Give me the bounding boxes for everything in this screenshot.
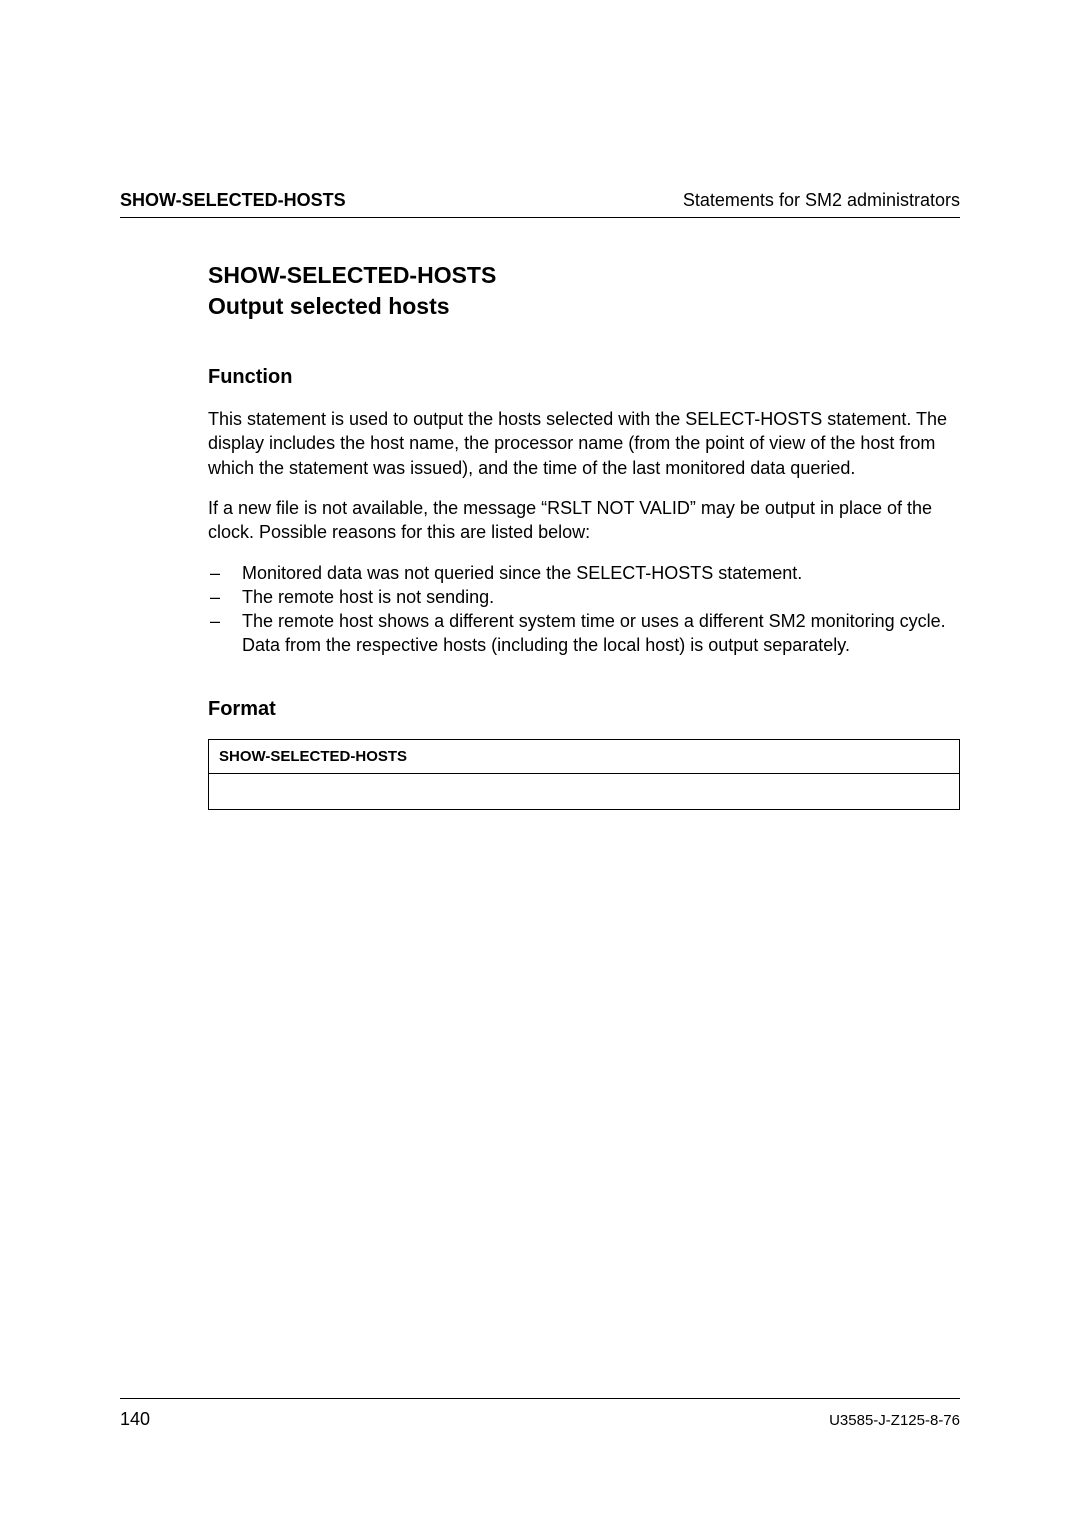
section-heading-format: Format xyxy=(208,698,960,721)
header-left: SHOW-SELECTED-HOSTS xyxy=(120,190,346,211)
table-row xyxy=(209,773,960,809)
document-page: SHOW-SELECTED-HOSTS Statements for SM2 a… xyxy=(0,0,1080,1528)
page-header: SHOW-SELECTED-HOSTS Statements for SM2 a… xyxy=(120,190,960,211)
format-table: SHOW-SELECTED-HOSTS xyxy=(208,739,960,810)
function-bullets: Monitored data was not queried since the… xyxy=(208,561,960,658)
page-number: 140 xyxy=(120,1409,150,1430)
table-row: SHOW-SELECTED-HOSTS xyxy=(209,739,960,773)
footer-row: 140 U3585-J-Z125-8-76 xyxy=(120,1409,960,1430)
header-right: Statements for SM2 administrators xyxy=(683,190,960,211)
format-command-cell: SHOW-SELECTED-HOSTS xyxy=(209,739,960,773)
section-heading-function: Function xyxy=(208,366,960,389)
document-id: U3585-J-Z125-8-76 xyxy=(829,1412,960,1429)
footer-rule xyxy=(120,1398,960,1399)
function-paragraph-2: If a new file is not available, the mess… xyxy=(208,496,960,545)
page-title-line1: SHOW-SELECTED-HOSTS xyxy=(208,260,960,291)
header-rule xyxy=(120,217,960,218)
function-paragraph-1: This statement is used to output the hos… xyxy=(208,407,960,480)
list-item: Monitored data was not queried since the… xyxy=(208,561,960,585)
format-empty-cell xyxy=(209,773,960,809)
page-title-line2: Output selected hosts xyxy=(208,291,960,322)
list-item: The remote host shows a different system… xyxy=(208,609,960,658)
list-item: The remote host is not sending. xyxy=(208,585,960,609)
content-area: SHOW-SELECTED-HOSTS Output selected host… xyxy=(120,260,960,810)
page-footer: 140 U3585-J-Z125-8-76 xyxy=(120,1398,960,1430)
